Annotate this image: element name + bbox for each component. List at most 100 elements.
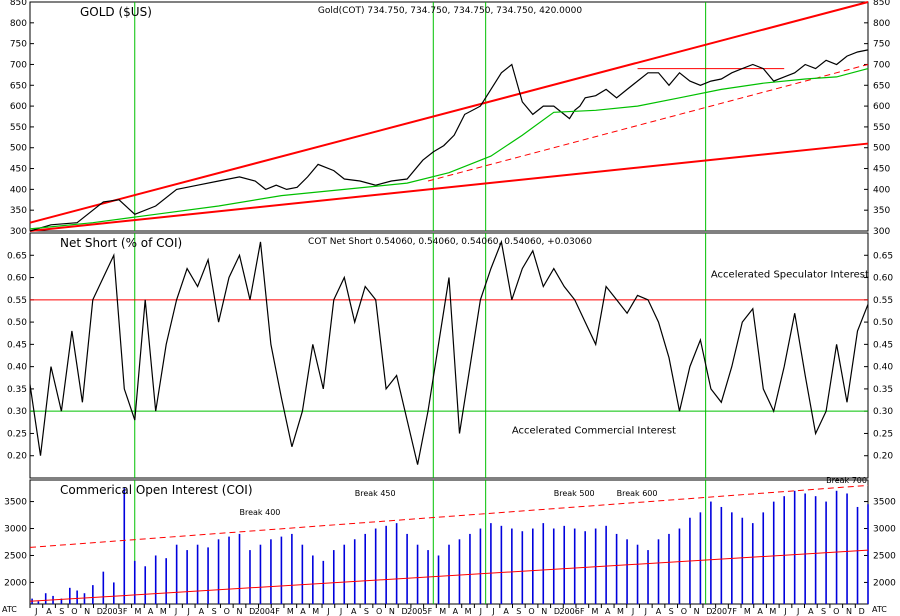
x-tick-label: J (326, 607, 329, 616)
y-tick-label-right: 600 (873, 102, 890, 112)
trend-line (29, 142, 869, 232)
x-tick-label: N (389, 607, 395, 616)
y-tick-label-right: 350 (873, 206, 890, 216)
x-tick-label: D (249, 607, 255, 616)
annotation-label: Accelerated Commercial Interest (512, 425, 676, 436)
x-tick-label: S (59, 607, 64, 616)
y-tick-label-right: 0.25 (873, 429, 893, 439)
x-tick-label: F (123, 607, 128, 616)
x-tick-label: J (491, 607, 494, 616)
annotation-label: Break 450 (355, 489, 396, 498)
y-tick-label-left: 350 (10, 206, 27, 216)
x-tick-label: A (757, 607, 763, 616)
panel-title: Commerical Open Interest (COI) (60, 483, 253, 497)
x-tick-label: S (669, 607, 674, 616)
x-tick-label: O (528, 607, 534, 616)
trend-line (29, 484, 869, 548)
y-tick-label-left: 2000 (4, 578, 27, 588)
x-tick-label: S (364, 607, 369, 616)
y-tick-label-left: 0.30 (7, 407, 27, 417)
y-tick-label-right: 0.20 (873, 452, 893, 462)
x-tick-label: A (503, 607, 509, 616)
series-line (29, 49, 869, 232)
y-tick-label-left: 650 (10, 81, 27, 91)
y-tick-label-right: 0.45 (873, 340, 893, 350)
x-tick-label: M (617, 607, 624, 616)
x-tick-label: D (554, 607, 560, 616)
y-tick-label-right: 0.55 (873, 296, 893, 306)
x-tick-label: J (796, 607, 799, 616)
panel-title: Net Short (% of COI) (60, 236, 182, 250)
annotation-label: Break 400 (240, 508, 281, 517)
y-tick-label-right: 650 (873, 81, 890, 91)
y-tick-label-left: 0.45 (7, 340, 27, 350)
x-tick-label: D (401, 607, 407, 616)
y-tick-label-right: 3500 (873, 498, 896, 508)
trend-line (29, 549, 869, 602)
y-tick-label-right: 500 (873, 144, 890, 154)
series-line (29, 239, 869, 465)
y-tick-label-right: 700 (873, 60, 890, 70)
x-axis: J A S O N D 2003 F M A M J J A S O N D 2004 F M A M J J A S O N D 2005… (2, 604, 887, 616)
x-tick-label: J (479, 607, 482, 616)
x-tick-label: 2005 (407, 607, 427, 616)
x-tick-label: J (34, 607, 37, 616)
x-tick-label: O (376, 607, 382, 616)
x-tick-label: M (287, 607, 294, 616)
x-tick-label: F (732, 607, 737, 616)
annotation-label: Break 500 (554, 489, 595, 498)
x-tick-label: 2007 (712, 607, 732, 616)
x-tick-label: N (846, 607, 852, 616)
y-tick-label-right: 0.30 (873, 407, 893, 417)
y-tick-label-left: 850 (10, 0, 27, 8)
y-tick-label-left: 0.20 (7, 452, 27, 462)
x-tick-label: O (71, 607, 77, 616)
annotation-label: Break 700 (826, 476, 867, 485)
x-tick-label: M (160, 607, 167, 616)
x-tick-label: M (134, 607, 141, 616)
x-tick-label: M (592, 607, 599, 616)
x-tick-label: A (148, 607, 154, 616)
y-tick-label-left: 0.40 (7, 363, 27, 373)
y-tick-label-right: 0.60 (873, 274, 893, 284)
y-tick-label-left: 0.60 (7, 274, 27, 284)
y-tick-label-right: 0.40 (873, 363, 893, 373)
y-tick-label-right: 800 (873, 19, 890, 29)
annotation-label: Break 600 (617, 489, 658, 498)
y-tick-label-left: 500 (10, 144, 27, 154)
y-tick-label-left: 0.35 (7, 385, 27, 395)
y-tick-label-left: 600 (10, 102, 27, 112)
corner-label-left: ATC (2, 605, 17, 614)
x-tick-label: J (644, 607, 647, 616)
y-tick-label-left: 750 (10, 40, 27, 50)
y-tick-label-left: 550 (10, 123, 27, 133)
panel-header: COT Net Short 0.54060, 0.54060, 0.54060,… (308, 237, 592, 247)
y-tick-label-right: 2000 (873, 578, 896, 588)
x-tick-label: J (631, 607, 634, 616)
x-tick-label: 2003 (102, 607, 122, 616)
y-tick-label-right: 400 (873, 185, 890, 195)
x-tick-label: M (465, 607, 472, 616)
x-tick-label: M (312, 607, 319, 616)
x-tick-label: M (769, 607, 776, 616)
trend-line (427, 63, 869, 182)
x-tick-label: O (681, 607, 687, 616)
x-tick-label: N (84, 607, 90, 616)
x-tick-label: N (541, 607, 547, 616)
y-tick-label-left: 300 (10, 227, 27, 237)
x-tick-label: S (516, 607, 521, 616)
y-tick-label-right: 750 (873, 40, 890, 50)
x-tick-label: A (656, 607, 662, 616)
y-tick-label-right: 300 (873, 227, 890, 237)
x-tick-label: N (237, 607, 243, 616)
y-tick-label-right: 0.50 (873, 318, 893, 328)
x-tick-label: M (439, 607, 446, 616)
coi-panel: 2000 2000 2500 2500 3000 3000 3500 3500 Commeric… (4, 476, 896, 605)
y-tick-label-left: 2500 (4, 551, 27, 561)
x-tick-label: J (174, 607, 177, 616)
x-tick-label: 2004 (255, 607, 275, 616)
series-line (29, 68, 869, 230)
x-tick-label: 2006 (559, 607, 579, 616)
y-tick-label-left: 3500 (4, 498, 27, 508)
